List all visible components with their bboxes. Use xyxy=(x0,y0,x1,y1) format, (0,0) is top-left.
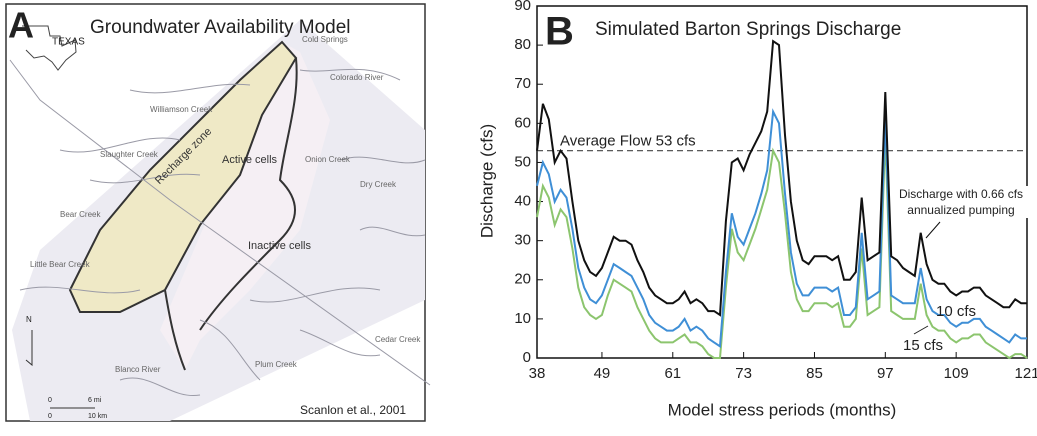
y-tick-label: 80 xyxy=(514,36,531,53)
series-line xyxy=(536,108,1027,349)
y-tick-label: 0 xyxy=(523,349,531,366)
north-label: N xyxy=(26,315,32,324)
place-label: Slaughter Creek xyxy=(100,150,159,159)
y-tick-label: 30 xyxy=(514,232,531,249)
scale-label: 0 xyxy=(48,397,52,404)
annotation-box: Discharge with 0.66 cfs annualized pumpi… xyxy=(893,186,1029,218)
place-label: Williamson Creek xyxy=(150,105,213,114)
panel-label: B xyxy=(545,10,574,54)
active-area xyxy=(160,42,330,370)
series-annotation: 10 cfs xyxy=(936,303,976,320)
scale-label: 6 mi xyxy=(88,397,102,404)
chart-title: Simulated Barton Springs Discharge xyxy=(595,19,901,40)
place-label: Cold Springs xyxy=(302,35,348,44)
y-tick-label: 10 xyxy=(514,310,531,327)
x-axis-title: Model stress periods (months) xyxy=(668,400,897,419)
texas-outline xyxy=(22,25,77,71)
north-arrow xyxy=(25,330,33,367)
x-tick-label: 49 xyxy=(594,365,611,382)
panel-label: A xyxy=(8,5,34,46)
y-tick-label: 20 xyxy=(514,271,531,288)
map-panel: A Groundwater Availability Model TEXAS C… xyxy=(5,3,431,422)
place-label: Bear Creek xyxy=(60,210,101,219)
y-tick-label: 40 xyxy=(514,193,531,210)
x-tick-label: 97 xyxy=(877,365,894,382)
recharge-zone xyxy=(68,40,298,313)
place-label: Plum Creek xyxy=(255,360,298,369)
zone-label: Active cells xyxy=(222,154,278,166)
y-tick-label: 70 xyxy=(514,75,531,92)
zone-label: Inactive cells xyxy=(248,240,311,252)
series-annotation: 15 cfs xyxy=(903,337,943,354)
place-label: Blanco River xyxy=(115,365,161,374)
place-label: Cedar Creek xyxy=(375,335,421,344)
chart-panel: B Simulated Barton Springs Discharge Mod… xyxy=(477,0,1037,419)
series-line xyxy=(536,39,1027,317)
series-annotation: Discharge with 0.66 cfs annualized pumpi… xyxy=(893,186,1029,218)
map-title: Groundwater Availability Model xyxy=(90,17,351,38)
x-tick-label: 61 xyxy=(664,365,681,382)
streams xyxy=(9,59,431,397)
x-tick-label: 38 xyxy=(529,365,546,382)
scale-label: 0 xyxy=(48,413,52,420)
series-line xyxy=(536,135,1028,360)
credit: Scanlon et al., 2001 xyxy=(300,403,406,417)
x-tick-label: 121 xyxy=(1014,365,1037,382)
place-label: Dry Creek xyxy=(360,180,397,189)
state-label: TEXAS xyxy=(52,37,85,48)
place-label: Colorado River xyxy=(330,73,384,82)
y-axis-title: Discharge (cfs) xyxy=(477,124,496,238)
scale-label: 10 km xyxy=(88,413,107,420)
x-tick-label: 109 xyxy=(944,365,969,382)
y-tick-label: 90 xyxy=(514,0,531,14)
annotation-leader xyxy=(925,221,941,239)
active-boundary xyxy=(164,57,298,371)
annotation-leader xyxy=(913,325,929,335)
y-tick-label: 60 xyxy=(514,114,531,131)
place-label: Little Bear Creek xyxy=(30,260,91,269)
y-tick-label: 50 xyxy=(514,153,531,170)
reference-label: Average Flow 53 cfs xyxy=(560,133,696,150)
x-tick-label: 73 xyxy=(735,365,752,382)
place-label: Onion Creek xyxy=(305,155,351,164)
x-tick-label: 85 xyxy=(806,365,823,382)
